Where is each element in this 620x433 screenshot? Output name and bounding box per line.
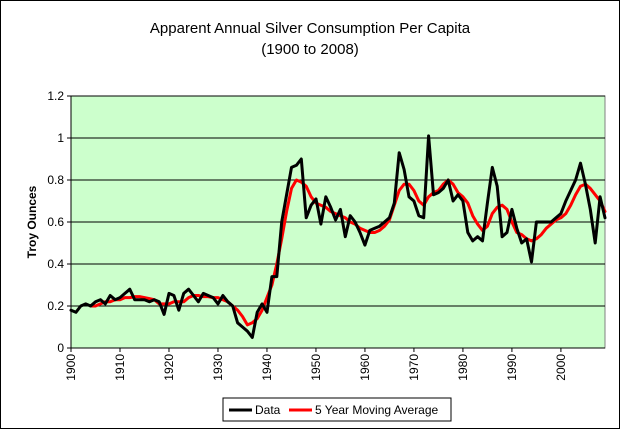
- x-tick-label-0: 1900: [64, 354, 78, 381]
- x-tick-label-7: 1970: [407, 354, 421, 381]
- y-tick-label-0: 0: [57, 341, 64, 355]
- legend-data-label: Data: [255, 403, 281, 417]
- y-tick-label-2: 0.4: [47, 257, 64, 271]
- legend-box: [222, 397, 452, 422]
- y-tick-label-1: 0.2: [47, 299, 64, 313]
- x-tick-label-10: 2000: [554, 354, 568, 381]
- y-axis-label: Troy Ounces: [25, 185, 39, 258]
- legend-moving-average-label: 5 Year Moving Average: [315, 403, 439, 417]
- x-tick-label-5: 1950: [309, 354, 323, 381]
- x-ticks: 1900 1910 1920 1930 1940 1950 1960 1970 1980 1990…: [64, 348, 568, 381]
- chart-subtitle: (1900 to 2008): [261, 41, 359, 58]
- chart-title: Apparent Annual Silver Consumption Per C…: [150, 20, 471, 37]
- y-ticks: 0 0.2 0.4 0.6 0.8 1 1.2: [47, 89, 71, 355]
- y-tick-label-5: 1: [57, 131, 64, 145]
- y-tick-label-3: 0.6: [47, 215, 64, 229]
- x-tick-label-3: 1930: [211, 354, 225, 381]
- x-tick-label-8: 1980: [456, 354, 470, 381]
- x-tick-label-4: 1940: [260, 354, 274, 381]
- y-tick-label-4: 0.8: [47, 173, 64, 187]
- legend: Data 5 Year Moving Average: [222, 397, 452, 422]
- x-tick-label-9: 1990: [505, 354, 519, 381]
- y-tick-label-6: 1.2: [47, 89, 64, 103]
- x-tick-label-6: 1960: [358, 354, 372, 381]
- x-tick-label-1: 1910: [113, 354, 127, 381]
- series-layer: [69, 134, 607, 339]
- series-line-0: [69, 134, 607, 339]
- x-tick-label-2: 1920: [162, 354, 176, 381]
